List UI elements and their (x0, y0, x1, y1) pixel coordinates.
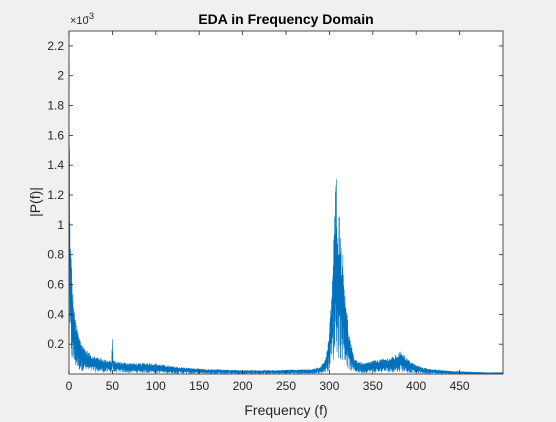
y-tick-label-8: 1.8 (47, 99, 64, 113)
x-tick-label-9: 450 (450, 379, 470, 393)
y-tick-label-6: 1.4 (47, 158, 64, 172)
y-tick-label-2: 0.6 (47, 278, 64, 292)
y-tick-label-0: 0.2 (47, 337, 64, 351)
plot-area (69, 31, 503, 374)
x-tick-label-1: 50 (106, 379, 120, 393)
y-exponent-power: -3 (86, 11, 94, 21)
y-tick-label-1: 0.4 (47, 307, 64, 321)
y-tick-label-5: 1.2 (47, 188, 64, 202)
y-tick-label-3: 0.8 (47, 248, 64, 262)
x-tick-label-5: 250 (276, 379, 296, 393)
x-tick-label-8: 400 (406, 379, 426, 393)
x-tick-label-3: 150 (189, 379, 209, 393)
y-axis-label: |P(f)| (27, 187, 43, 217)
y-tick-label-9: 2 (57, 69, 64, 83)
y-tick-label-10: 2.2 (47, 39, 64, 53)
y-exponent-multiplier: ×10 (70, 15, 89, 27)
axis-ticks: 0 50 100 150 200 250 300 350 400 450 0.2 0.4 0.6 0.8 1… (47, 31, 503, 393)
x-tick-label-6: 300 (319, 379, 339, 393)
x-tick-label-2: 100 (146, 379, 166, 393)
x-tick-label-7: 350 (363, 379, 383, 393)
x-tick-label-4: 200 (233, 379, 253, 393)
x-tick-label-0: 0 (66, 379, 73, 393)
chart-title: EDA in Frequency Domain (198, 11, 373, 27)
x-axis-label: Frequency (f) (244, 402, 327, 418)
y-tick-label-7: 1.6 (47, 128, 64, 142)
y-tick-label-4: 1 (57, 218, 64, 232)
